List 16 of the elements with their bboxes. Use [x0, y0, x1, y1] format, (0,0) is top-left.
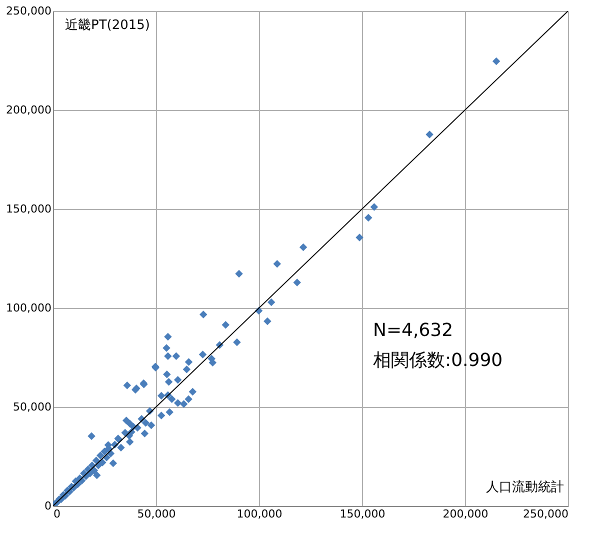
y-tick-label: 50,000: [13, 400, 52, 414]
y-tick-label: 0: [44, 500, 52, 512]
y-tick-label: 250,000: [6, 4, 52, 18]
annotation: N=4,632: [373, 320, 454, 341]
y-tick-label: 200,000: [6, 104, 52, 116]
x-tick-label: 100,000: [236, 508, 282, 520]
y-tick-label: 100,000: [6, 302, 52, 314]
x-tick-label: 200,000: [442, 508, 488, 520]
x-tick-label: 0: [54, 508, 60, 520]
x-tick-label: 50,000: [137, 508, 176, 520]
y-axis-title: 近畿PT(2015): [65, 18, 150, 33]
x-axis-title: 人口流動統計: [486, 479, 564, 495]
annotation: 相関係数:0.990: [373, 350, 503, 371]
x-tick-label: 150,000: [340, 508, 386, 520]
y-tick-label: 150,000: [6, 202, 52, 216]
x-tick-label: 250,000: [523, 508, 568, 520]
